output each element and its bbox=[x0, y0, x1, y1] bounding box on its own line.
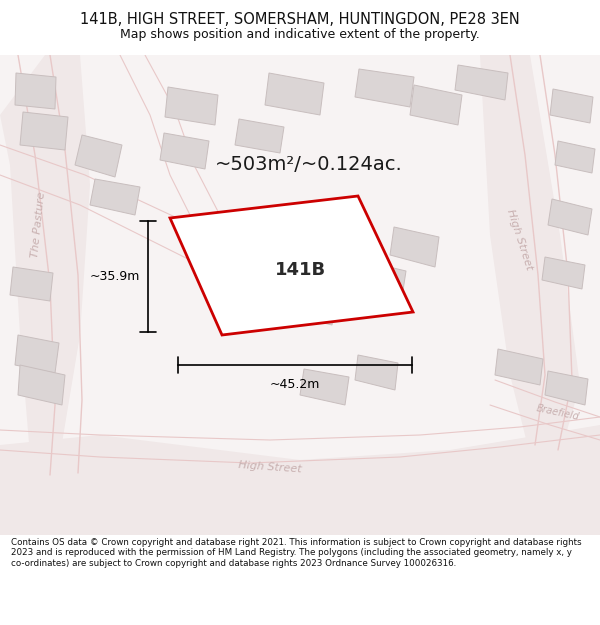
Polygon shape bbox=[290, 290, 336, 325]
Polygon shape bbox=[545, 371, 588, 405]
Polygon shape bbox=[15, 73, 56, 109]
Polygon shape bbox=[20, 112, 68, 150]
Polygon shape bbox=[90, 179, 140, 215]
Polygon shape bbox=[542, 257, 585, 289]
Text: High Street: High Street bbox=[238, 460, 302, 474]
Polygon shape bbox=[10, 267, 53, 301]
Polygon shape bbox=[548, 199, 592, 235]
Polygon shape bbox=[75, 135, 122, 177]
Text: Contains OS data © Crown copyright and database right 2021. This information is : Contains OS data © Crown copyright and d… bbox=[11, 538, 581, 568]
Polygon shape bbox=[165, 87, 218, 125]
Polygon shape bbox=[18, 365, 65, 405]
Polygon shape bbox=[495, 349, 543, 385]
Polygon shape bbox=[160, 133, 209, 169]
Polygon shape bbox=[390, 227, 439, 267]
Polygon shape bbox=[265, 73, 324, 115]
Polygon shape bbox=[455, 65, 508, 100]
Text: Map shows position and indicative extent of the property.: Map shows position and indicative extent… bbox=[120, 28, 480, 41]
Polygon shape bbox=[355, 69, 414, 107]
Polygon shape bbox=[360, 261, 406, 297]
Polygon shape bbox=[300, 369, 349, 405]
Text: ~503m²/~0.124ac.: ~503m²/~0.124ac. bbox=[215, 156, 403, 174]
Text: ~45.2m: ~45.2m bbox=[270, 379, 320, 391]
Text: 141B, HIGH STREET, SOMERSHAM, HUNTINGDON, PE28 3EN: 141B, HIGH STREET, SOMERSHAM, HUNTINGDON… bbox=[80, 12, 520, 27]
Text: The Pasture: The Pasture bbox=[29, 191, 46, 259]
Text: ~35.9m: ~35.9m bbox=[89, 270, 140, 283]
Polygon shape bbox=[480, 55, 580, 455]
Polygon shape bbox=[355, 355, 398, 390]
Polygon shape bbox=[0, 425, 600, 535]
Polygon shape bbox=[170, 196, 413, 335]
Polygon shape bbox=[550, 89, 593, 123]
Polygon shape bbox=[410, 85, 462, 125]
Polygon shape bbox=[15, 335, 59, 373]
Polygon shape bbox=[0, 55, 90, 455]
Polygon shape bbox=[235, 119, 284, 153]
Text: High Street: High Street bbox=[505, 208, 535, 272]
Text: Braefield: Braefield bbox=[536, 404, 580, 422]
Polygon shape bbox=[555, 141, 595, 173]
Text: 141B: 141B bbox=[275, 261, 326, 279]
